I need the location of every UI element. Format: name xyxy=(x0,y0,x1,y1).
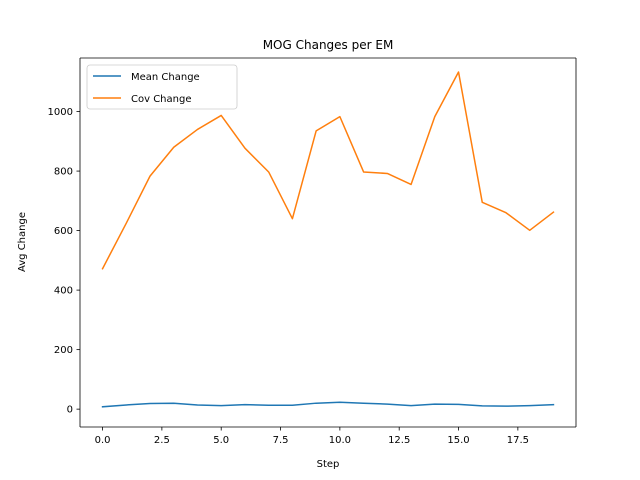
series-group xyxy=(101,71,555,408)
legend: Mean Change Cov Change xyxy=(86,64,238,110)
y-tick-label: 400 xyxy=(54,286,73,297)
y-tick-label: 1000 xyxy=(48,107,73,118)
y-axis: 0 200 400 600 800 1000 xyxy=(48,107,80,416)
y-axis-label: Avg Change xyxy=(17,212,28,272)
series-line-1 xyxy=(101,401,555,408)
axes-frame xyxy=(79,57,577,428)
x-tick-label: 10.0 xyxy=(329,435,351,446)
y-tick-label: 200 xyxy=(54,345,73,356)
x-tick-label: 12.5 xyxy=(388,435,410,446)
x-tick-label: 2.5 xyxy=(154,435,170,446)
series-line-2 xyxy=(101,71,555,270)
x-axis: 0.0 2.5 5.0 7.5 10.0 12.5 15.0 17.5 xyxy=(95,427,529,446)
y-tick-label: 600 xyxy=(54,226,73,237)
legend-label-1: Mean Change xyxy=(131,72,200,83)
plot-background xyxy=(80,58,576,427)
x-tick-label: 7.5 xyxy=(273,435,289,446)
x-tick-label: 5.0 xyxy=(213,435,229,446)
x-axis-label: Step xyxy=(317,459,340,470)
x-tick-label: 17.5 xyxy=(507,435,529,446)
y-tick-label: 800 xyxy=(54,167,73,178)
x-tick-label: 0.0 xyxy=(95,435,111,446)
legend-box xyxy=(86,64,238,110)
y-tick-label: 0 xyxy=(67,405,73,416)
legend-label-2: Cov Change xyxy=(131,94,191,105)
plot-area xyxy=(80,58,576,427)
chart-title: MOG Changes per EM xyxy=(263,38,394,52)
x-tick-label: 15.0 xyxy=(447,435,469,446)
